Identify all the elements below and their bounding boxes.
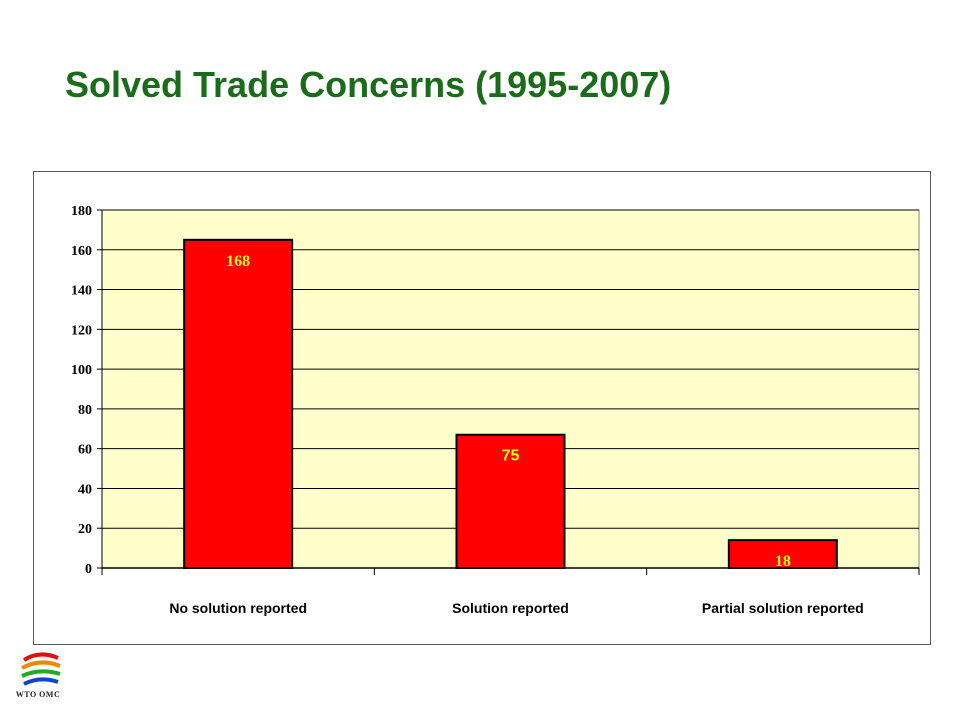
x-category-label: Solution reported — [452, 600, 569, 616]
logo-text: WTO OMC — [15, 690, 61, 699]
chart-frame: 0 20 40 60 80 100 120 140 160 180 168 No solution r… — [33, 171, 931, 645]
y-tick-label: 80 — [78, 403, 92, 418]
slide-title: Solved Trade Concerns (1995-2007) — [65, 64, 672, 105]
y-tick-label: 40 — [78, 482, 92, 497]
x-category-label: Partial solution reported — [702, 600, 864, 616]
y-tick-label: 0 — [85, 562, 92, 577]
bar-2 — [455, 433, 566, 569]
wto-logo-icon — [21, 652, 61, 686]
bar-1 — [183, 238, 294, 569]
y-tick-label: 120 — [71, 323, 92, 338]
data-label: 75 — [502, 448, 520, 465]
y-tick-label: 160 — [71, 244, 92, 259]
y-tick-label: 100 — [71, 363, 92, 378]
y-tick-label: 140 — [71, 284, 92, 299]
y-tick-label: 60 — [78, 443, 92, 458]
bar-chart: 0 20 40 60 80 100 120 140 160 180 168 No solution r… — [71, 204, 920, 616]
y-tick-label: 180 — [71, 204, 92, 219]
data-label: 18 — [775, 553, 791, 570]
x-category-label: No solution reported — [169, 600, 307, 616]
data-label: 168 — [226, 253, 250, 270]
bar-3 — [727, 539, 838, 569]
y-tick-label: 20 — [78, 522, 92, 537]
